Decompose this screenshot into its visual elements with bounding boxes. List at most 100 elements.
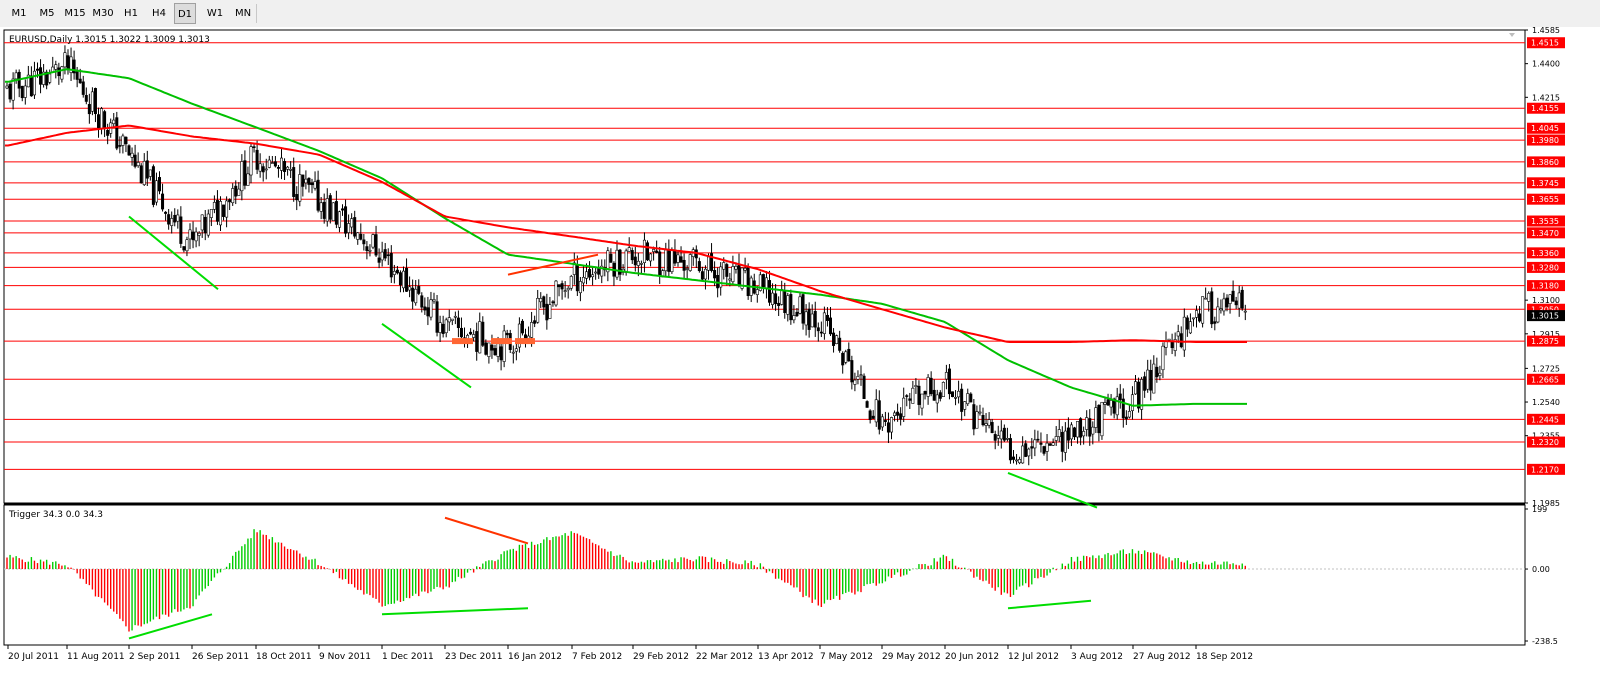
- timeframe-button-m30[interactable]: M30: [92, 8, 114, 19]
- candle-body: [243, 160, 247, 186]
- date-tick-label: 20 Jun 2012: [945, 652, 999, 662]
- level-price-tag: [1527, 436, 1565, 448]
- timeframe-button-w1[interactable]: W1: [206, 8, 224, 19]
- candle-body: [645, 242, 649, 261]
- candle-body: [374, 234, 378, 256]
- candle-body: [1179, 333, 1183, 348]
- candle-body: [97, 114, 101, 128]
- candle-body: [273, 161, 277, 167]
- timeframe-button-h4[interactable]: H4: [152, 8, 166, 19]
- candle-body: [1045, 442, 1049, 452]
- timeframe-button-m15[interactable]: M15: [64, 8, 86, 19]
- level-price-tag: [1527, 134, 1565, 146]
- candle-body: [807, 308, 811, 330]
- candle-body: [1182, 316, 1186, 351]
- candle-body: [1146, 369, 1150, 390]
- date-tick-label: 12 Jul 2012: [1008, 652, 1059, 662]
- candle-body: [731, 266, 735, 283]
- candle-body: [737, 263, 741, 286]
- level-price-tag: [1527, 193, 1565, 205]
- candle-body: [935, 394, 939, 404]
- candle-body: [215, 200, 219, 222]
- candle-body: [219, 201, 223, 226]
- price-tick-label: 1.2725: [1532, 364, 1560, 373]
- candle-body: [1204, 297, 1208, 300]
- candle-body: [1051, 442, 1055, 446]
- candle-body: [1222, 298, 1226, 312]
- candle-body: [1048, 443, 1052, 446]
- candle-body: [771, 292, 775, 305]
- candle-body: [1219, 308, 1223, 311]
- candle-body: [124, 136, 128, 145]
- candle-body: [206, 213, 210, 236]
- level-price-label: 1.2875: [1531, 337, 1559, 346]
- candle-body: [1137, 381, 1141, 409]
- candle-body: [499, 346, 503, 361]
- candle-body: [1103, 402, 1107, 405]
- level-price-tag: [1527, 335, 1565, 347]
- candle-body: [774, 293, 778, 305]
- candle-body: [584, 271, 588, 279]
- candle-body: [228, 199, 232, 203]
- timeframe-button-h1[interactable]: H1: [124, 8, 138, 19]
- candle-body: [801, 294, 805, 324]
- candle-body: [1243, 310, 1247, 313]
- candle-body: [389, 253, 393, 278]
- candle-body: [832, 332, 836, 346]
- toolbar-divider: [256, 4, 257, 23]
- timeframe-button-mn[interactable]: MN: [234, 8, 252, 19]
- candle-body: [734, 266, 738, 270]
- level-price-tag: [1527, 37, 1565, 49]
- candle-body: [899, 413, 903, 420]
- candle-body: [639, 263, 643, 265]
- candle-body: [758, 274, 762, 291]
- level-price-tag: [1527, 102, 1565, 114]
- candle-body: [886, 422, 890, 433]
- timeframe-button-m1[interactable]: M1: [11, 8, 27, 19]
- candle-body: [8, 83, 12, 100]
- candle-body: [893, 412, 897, 416]
- candle-body: [32, 70, 36, 96]
- candle-body: [1225, 297, 1229, 308]
- candle-body: [1234, 300, 1238, 306]
- candle-body: [408, 286, 412, 291]
- candle-body: [1109, 400, 1113, 408]
- candle-body: [42, 71, 46, 85]
- timeframe-button-d1[interactable]: D1: [174, 3, 196, 24]
- candle-body: [414, 288, 418, 304]
- date-tick-label: 7 May 2012: [820, 652, 873, 662]
- candle-body: [270, 162, 274, 164]
- candle-body: [871, 415, 875, 419]
- candle-body: [72, 59, 76, 74]
- candle-body: [167, 214, 171, 225]
- candle-body: [533, 320, 537, 324]
- candle-body: [810, 313, 814, 328]
- candle-body: [158, 177, 162, 192]
- candle-body: [60, 66, 64, 80]
- candle-body: [112, 119, 116, 125]
- candle-body: [530, 322, 534, 338]
- level-price-label: 1.3860: [1531, 158, 1559, 167]
- candle-body: [432, 299, 436, 302]
- candle-body: [932, 389, 936, 401]
- candle-body: [514, 348, 518, 352]
- candle-body: [11, 78, 15, 101]
- candle-body: [630, 250, 634, 261]
- candle-body: [896, 411, 900, 416]
- level-price-label: 1.3180: [1531, 282, 1559, 291]
- candle-body: [539, 298, 543, 303]
- candle-body: [1066, 427, 1070, 441]
- candle-body: [1030, 446, 1034, 449]
- level-price-tag: [1527, 413, 1565, 425]
- candle-body: [1216, 306, 1220, 323]
- candle-body: [1158, 372, 1162, 376]
- candle-body: [960, 388, 964, 412]
- candle-body: [313, 181, 317, 189]
- date-tick-label: 2 Sep 2011: [129, 652, 180, 662]
- candle-body: [517, 323, 521, 348]
- candle-body: [682, 259, 686, 271]
- candle-body: [176, 214, 180, 222]
- timeframe-button-m5[interactable]: M5: [39, 8, 55, 19]
- level-price-label: 1.3655: [1531, 195, 1559, 204]
- candle-body: [14, 72, 18, 80]
